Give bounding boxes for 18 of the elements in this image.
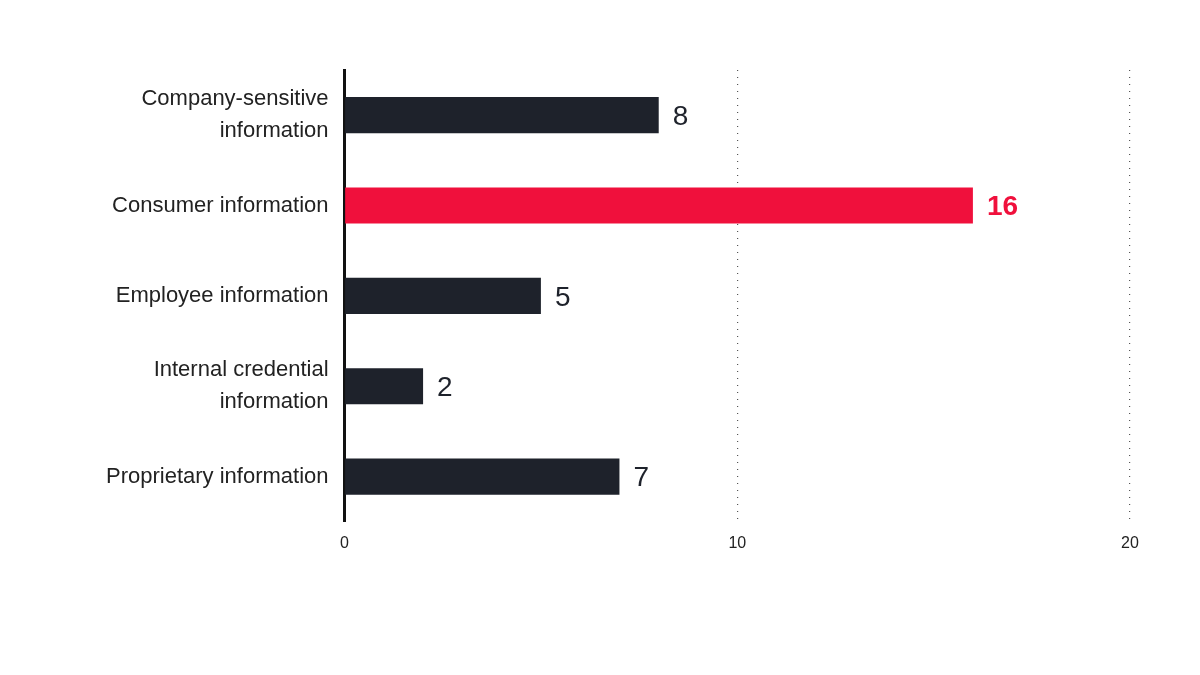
y-tick-label: Company-sensitive information bbox=[141, 85, 329, 143]
bar bbox=[345, 368, 424, 405]
x-tick-label: 10 bbox=[728, 533, 747, 551]
x-tick-label: 0 bbox=[340, 533, 350, 551]
bar bbox=[345, 277, 541, 314]
data-label: 7 bbox=[633, 461, 650, 493]
y-tick-label: Employee information bbox=[115, 281, 329, 307]
bar bbox=[345, 187, 973, 224]
data-label: 2 bbox=[437, 370, 453, 402]
y-tick-label: Consumer information bbox=[112, 191, 329, 217]
data-label: 5 bbox=[554, 280, 571, 312]
x-tick-label: 20 bbox=[1121, 533, 1139, 551]
bar bbox=[345, 97, 659, 134]
y-tick-label: Proprietary information bbox=[105, 462, 329, 488]
y-tick-label: Internal credential information bbox=[153, 356, 329, 414]
bar bbox=[345, 458, 620, 495]
data-label: 8 bbox=[672, 99, 689, 131]
data-label: 16 bbox=[986, 190, 1019, 222]
